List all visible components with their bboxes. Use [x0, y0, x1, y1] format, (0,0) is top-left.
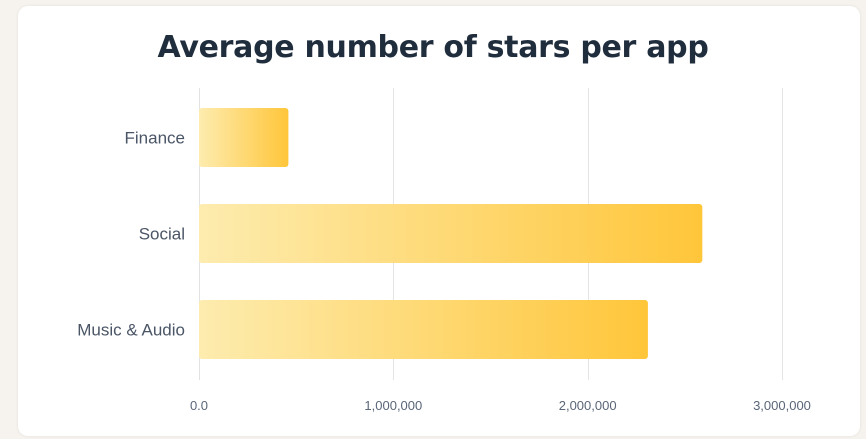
bar-finance	[199, 108, 288, 167]
bar-social	[199, 204, 702, 263]
x-tick-label: 0.0	[190, 398, 208, 413]
category-label: Music & Audio	[77, 321, 185, 340]
category-label: Finance	[125, 129, 185, 148]
x-tick-label: 1,000,000	[364, 398, 422, 413]
bars	[199, 108, 702, 359]
x-axis-tick-labels: 0.0 1,000,000 2,000,000 3,000,000	[190, 398, 811, 413]
bar-music-audio	[199, 300, 648, 359]
category-labels: Finance Social Music & Audio	[77, 129, 185, 340]
category-label: Social	[139, 225, 185, 244]
x-tick-label: 2,000,000	[559, 398, 617, 413]
x-tick-label: 3,000,000	[753, 398, 811, 413]
